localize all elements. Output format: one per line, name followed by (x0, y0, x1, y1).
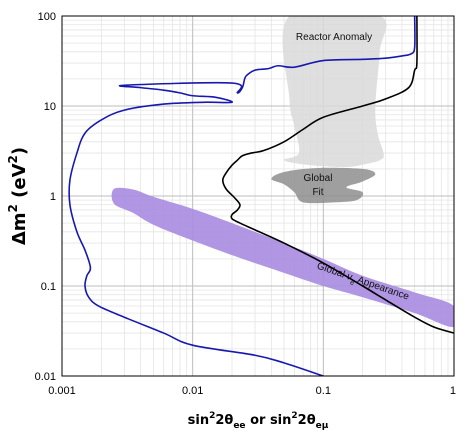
y-tick-label: 100 (38, 11, 56, 23)
x-tick-labels: 0.001 0.01 0.1 1 (48, 385, 456, 397)
appearance-nu-symbol: ν (345, 271, 353, 283)
x-tick-label: 0.01 (182, 385, 203, 397)
annotation-global-fit-line1: Global (304, 173, 333, 184)
y-tick-labels: 0.01 0.1 1 10 100 (35, 11, 56, 383)
region-reactor-anomaly (282, 16, 387, 168)
x-tick-label: 0.001 (48, 385, 76, 397)
appearance-nu-subscript: e (349, 279, 355, 287)
y-axis-label: Δm2 (eV2) (6, 147, 30, 245)
y-tick-label: 0.1 (41, 281, 56, 293)
contour-lines (68, 16, 454, 376)
y-tick-label: 1 (50, 191, 56, 203)
plot-frame (61, 15, 455, 377)
x-tick-label: 1 (450, 385, 456, 397)
line-blue-contour (68, 16, 416, 376)
x-tick-label: 0.1 (316, 385, 331, 397)
x-axis-label: sin22θee or sin22θeμ (188, 411, 329, 431)
annotation-reactor-anomaly: Reactor Anomaly (296, 32, 372, 43)
y-tick-label: 10 (44, 101, 56, 113)
y-tick-label: 0.01 (35, 371, 56, 383)
region-appearance (111, 187, 454, 328)
region-global-fit (271, 167, 376, 204)
line-black-contour (221, 16, 454, 334)
shaded-regions (111, 16, 454, 328)
annotation-global-fit-line2: Fit (312, 187, 323, 198)
